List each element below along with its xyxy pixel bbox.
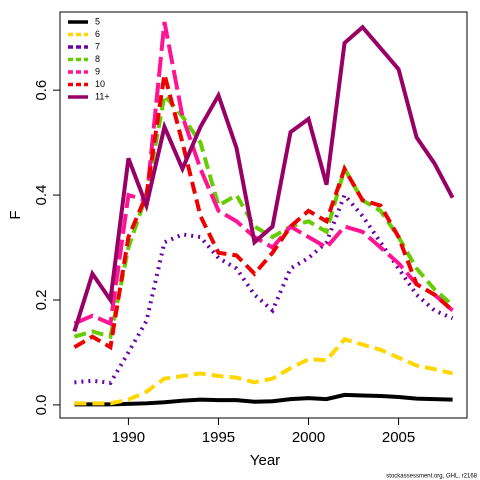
y-axis-label: F [7, 210, 24, 219]
legend-label: 7 [95, 41, 100, 51]
series-line [73, 73, 454, 351]
footnote: stockassessment.org, GHL, r2168 [386, 474, 477, 480]
legend-label: 5 [95, 16, 100, 26]
x-tick-label: 2000 [292, 429, 325, 446]
series-line [74, 392, 453, 407]
series-line [73, 21, 454, 327]
y-tick-label: 0.2 [33, 290, 50, 311]
x-tick-label: 1990 [112, 429, 145, 446]
series-line [73, 90, 454, 340]
x-axis-label: Year [250, 452, 280, 469]
legend-label: 9 [95, 66, 100, 76]
legend-label: 11+ [95, 91, 110, 101]
series-line [74, 337, 454, 406]
x-tick-label: 2005 [382, 429, 415, 446]
y-tick-label: 0.6 [33, 80, 50, 101]
legend-label: 10 [95, 79, 105, 89]
y-tick-label: 0.4 [33, 185, 50, 206]
legend-label: 8 [95, 54, 100, 64]
y-tick-label: 0.0 [33, 394, 50, 415]
series-line [72, 24, 455, 333]
plot-frame [59, 11, 468, 419]
x-tick-label: 1995 [202, 429, 235, 446]
legend-label: 6 [95, 29, 100, 39]
